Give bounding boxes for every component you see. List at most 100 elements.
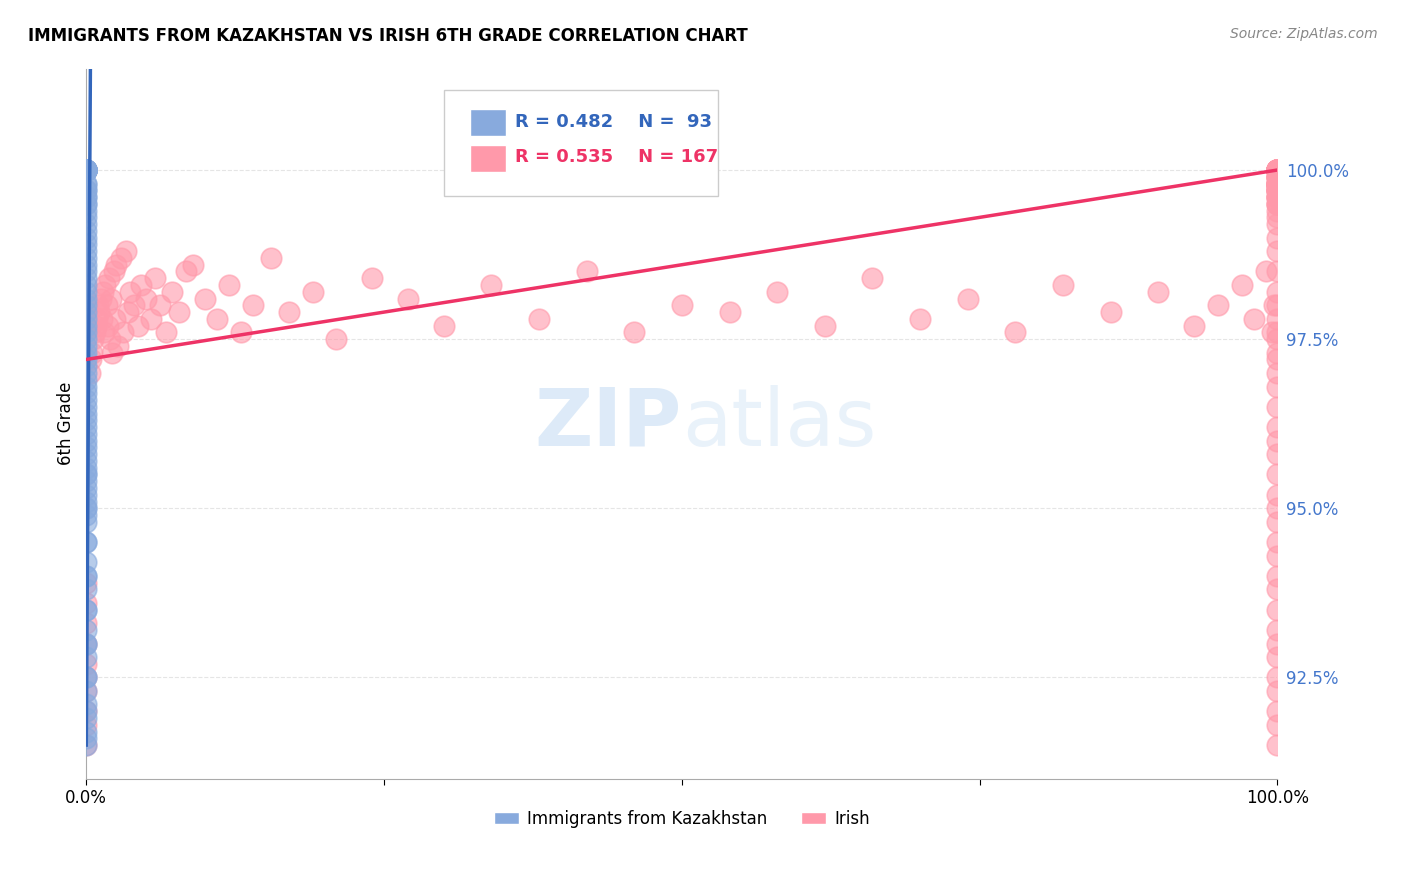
Point [1267, 163, 1289, 178]
Point [75, 163, 97, 178]
Point [1267, 434, 1289, 448]
Text: R = 0.535    N = 167: R = 0.535 N = 167 [515, 148, 718, 166]
Point [1267, 183, 1289, 197]
Point [75, 494, 97, 508]
Point [75, 278, 97, 293]
Point [75, 596, 97, 610]
Point [75, 738, 97, 752]
Point [1267, 177, 1289, 191]
Point [75, 637, 97, 651]
Point [93, 326, 115, 340]
Point [94, 278, 117, 293]
Point [1267, 163, 1289, 178]
Point [75, 244, 97, 259]
Point [75, 434, 97, 448]
Point [75, 258, 97, 272]
Point [1267, 177, 1289, 191]
Point [75, 447, 97, 461]
Point [75, 190, 97, 204]
Point [575, 264, 598, 278]
Point [75, 684, 97, 698]
Point [1267, 183, 1289, 197]
Point [75, 582, 97, 597]
Point [1267, 163, 1289, 178]
Point [75, 535, 97, 549]
Legend: Immigrants from Kazakhstan, Irish: Immigrants from Kazakhstan, Irish [488, 803, 876, 835]
Point [101, 345, 124, 359]
Point [1267, 163, 1289, 178]
Point [231, 326, 253, 340]
Point [75, 386, 97, 401]
Point [75, 426, 97, 441]
Point [97, 271, 120, 285]
Point [1267, 163, 1289, 178]
Point [479, 278, 502, 293]
Point [75, 704, 97, 718]
Point [1267, 264, 1289, 278]
Point [75, 704, 97, 718]
Point [75, 657, 97, 671]
Point [75, 163, 97, 178]
Point [75, 392, 97, 407]
Point [1267, 190, 1289, 204]
Point [86, 311, 108, 326]
Bar [470, 145, 506, 171]
Point [1267, 670, 1289, 684]
Point [75, 163, 97, 178]
Point [1267, 163, 1289, 178]
Point [1267, 420, 1289, 434]
Point [75, 515, 97, 529]
Point [1267, 177, 1289, 191]
Point [1267, 169, 1289, 184]
Point [75, 230, 97, 244]
Point [1254, 264, 1277, 278]
Point [1267, 352, 1289, 367]
Point [75, 217, 97, 231]
Point [155, 326, 177, 340]
Point [1052, 278, 1074, 293]
Point [110, 251, 132, 265]
Point [908, 311, 931, 326]
Point [1267, 163, 1289, 178]
Point [75, 569, 97, 583]
Point [766, 285, 789, 299]
Point [75, 698, 97, 712]
Point [1267, 298, 1289, 312]
Point [75, 163, 97, 178]
Point [75, 738, 97, 752]
Point [1267, 163, 1289, 178]
Point [75, 670, 97, 684]
Point [75, 163, 97, 178]
Point [75, 197, 97, 211]
Point [242, 298, 264, 312]
Point [1267, 163, 1289, 178]
Point [1267, 190, 1289, 204]
Point [75, 163, 97, 178]
Point [75, 575, 97, 590]
Point [75, 501, 97, 516]
Point [1267, 244, 1289, 259]
Point [1267, 169, 1289, 184]
Point [1267, 163, 1289, 178]
Point [1267, 183, 1289, 197]
Point [1267, 488, 1289, 502]
Point [1267, 183, 1289, 197]
Point [75, 474, 97, 488]
Point [75, 183, 97, 197]
Point [1267, 569, 1289, 583]
Point [1267, 515, 1289, 529]
Point [139, 311, 162, 326]
Point [1267, 603, 1289, 617]
Point [1267, 637, 1289, 651]
Point [623, 326, 645, 340]
Point [1267, 177, 1289, 191]
Point [75, 379, 97, 393]
Text: ZIP: ZIP [534, 384, 682, 463]
Point [75, 481, 97, 495]
Point [75, 711, 97, 725]
Point [1267, 345, 1289, 359]
Point [122, 298, 145, 312]
Point [103, 264, 125, 278]
Point [75, 311, 97, 326]
Point [75, 298, 97, 312]
